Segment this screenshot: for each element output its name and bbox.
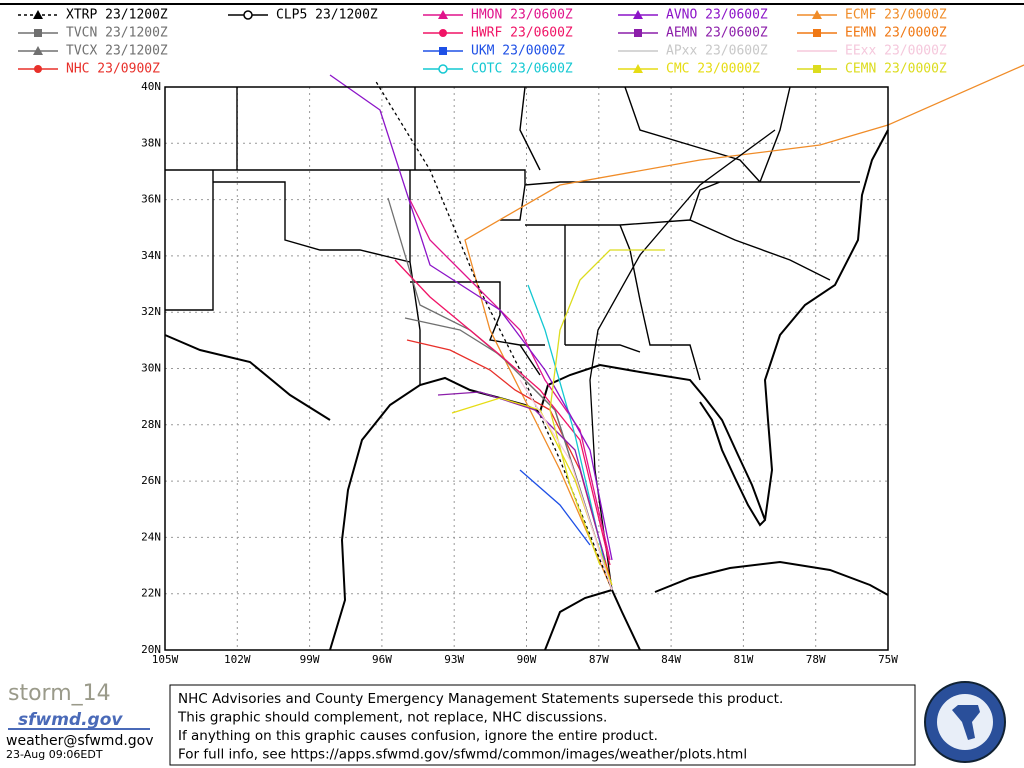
legend-marker bbox=[243, 10, 253, 20]
legend-label: HWRF 23/0600Z bbox=[471, 26, 573, 41]
track-eexx bbox=[519, 379, 613, 591]
disclaimer-box bbox=[169, 684, 916, 766]
y-tick-label: 28N bbox=[141, 418, 161, 431]
disclaimer: NHC Advisories and County Emergency Mana… bbox=[177, 691, 783, 763]
map-frame bbox=[164, 86, 889, 651]
legend-label: HMON 23/0600Z bbox=[471, 8, 573, 23]
y-tick-label: 36N bbox=[141, 193, 161, 206]
track-hmon bbox=[409, 199, 611, 561]
x-tick-label: 90W bbox=[517, 653, 537, 666]
legend-marker bbox=[34, 29, 42, 37]
legend-label: NHC 23/0900Z bbox=[66, 62, 160, 77]
track-avno bbox=[329, 74, 613, 561]
legend-marker bbox=[634, 29, 642, 37]
atlantic-coast bbox=[763, 129, 889, 521]
north-borders bbox=[414, 86, 791, 183]
legend: XTRP 23/1200Z TVCN 23/1200Z TVCX 23/1200Z N… bbox=[18, 8, 947, 77]
legend-label: XTRP 23/1200Z bbox=[66, 8, 168, 23]
legend-label: CLP5 23/1200Z bbox=[276, 8, 378, 23]
y-tick-label: 34N bbox=[141, 249, 161, 262]
legend-marker bbox=[33, 10, 43, 19]
cuba bbox=[654, 560, 889, 596]
x-tick-label: 105W bbox=[152, 653, 179, 666]
y-tick-label: 40N bbox=[141, 80, 161, 93]
x-tick-label: 78W bbox=[806, 653, 826, 666]
land-outline bbox=[164, 86, 889, 651]
legend-label: TVCN 23/1200Z bbox=[66, 26, 168, 41]
x-tick-label: 99W bbox=[300, 653, 320, 666]
track-aemn bbox=[437, 391, 606, 561]
track-cemn bbox=[549, 249, 665, 566]
y-tick-label: 20N bbox=[141, 643, 161, 656]
legend-marker bbox=[633, 10, 643, 19]
y-tick-label: 22N bbox=[141, 587, 161, 600]
rio-grande bbox=[164, 334, 331, 421]
legend-label: AVNO 23/0600Z bbox=[666, 8, 768, 23]
model-tracks bbox=[329, 64, 1024, 591]
state-borders bbox=[165, 87, 860, 385]
y-tick-label: 38N bbox=[141, 136, 161, 149]
footer: storm_14 sfwmd.gov weather@sfwmd.gov 23-… bbox=[6, 681, 1006, 766]
x-tick-label: 84W bbox=[661, 653, 681, 666]
legend-marker bbox=[812, 10, 822, 19]
legend-marker bbox=[438, 10, 448, 19]
x-tick-label: 87W bbox=[589, 653, 609, 666]
disclaimer-line: NHC Advisories and County Emergency Mana… bbox=[178, 691, 783, 707]
storm-name: storm_14 bbox=[8, 681, 111, 706]
legend-label: AEMN 23/0600Z bbox=[666, 26, 768, 41]
seal-florida bbox=[952, 705, 980, 740]
email: weather@sfwmd.gov bbox=[6, 733, 154, 749]
x-tick-label: 75W bbox=[878, 653, 898, 666]
track-cotc bbox=[527, 284, 606, 566]
track-hwrf bbox=[394, 259, 611, 566]
legend-label: COTC 23/0600Z bbox=[471, 62, 573, 77]
legend-label: CEMN 23/0000Z bbox=[845, 62, 947, 77]
site-name: sfwmd.gov bbox=[18, 710, 123, 730]
disclaimer-line: If anything on this graphic causes confu… bbox=[178, 728, 658, 744]
legend-marker bbox=[439, 29, 447, 37]
x-tick-label: 102W bbox=[224, 653, 251, 666]
disclaimer-line: For full info, see https://apps.sfwmd.go… bbox=[178, 747, 747, 763]
y-tick-label: 30N bbox=[141, 362, 161, 375]
legend-marker bbox=[813, 29, 821, 37]
legend-label: UKM 23/0000Z bbox=[471, 44, 565, 59]
legend-marker bbox=[813, 65, 821, 73]
yucatan bbox=[544, 588, 641, 651]
y-tick-label: 26N bbox=[141, 474, 161, 487]
disclaimer-line: This graphic should complement, not repl… bbox=[177, 710, 607, 726]
legend-label: EEMN 23/0000Z bbox=[845, 26, 947, 41]
gulf-coast bbox=[329, 363, 767, 651]
legend-marker bbox=[34, 65, 42, 73]
legend-label: APxx 23/0600Z bbox=[666, 44, 768, 59]
x-tick-label: 96W bbox=[372, 653, 392, 666]
y-tick-label: 32N bbox=[141, 305, 161, 318]
x-tick-label: 93W bbox=[444, 653, 464, 666]
y-tick-label: 24N bbox=[141, 530, 161, 543]
legend-label: TVCX 23/1200Z bbox=[66, 44, 168, 59]
legend-label: EExx 23/0000Z bbox=[845, 44, 947, 59]
legend-marker bbox=[633, 64, 643, 73]
legend-marker bbox=[438, 64, 448, 74]
legend-marker bbox=[33, 46, 43, 55]
legend-label: ECMF 23/0000Z bbox=[845, 8, 947, 23]
track-clp5 bbox=[589, 129, 776, 591]
legend-marker bbox=[439, 47, 447, 55]
x-tick-label: 81W bbox=[733, 653, 753, 666]
legend-label: CMC 23/0000Z bbox=[666, 62, 760, 77]
date: 23-Aug 09:06EDT bbox=[6, 748, 103, 761]
track-ecmf bbox=[464, 64, 1024, 591]
track-ukm bbox=[519, 469, 591, 546]
